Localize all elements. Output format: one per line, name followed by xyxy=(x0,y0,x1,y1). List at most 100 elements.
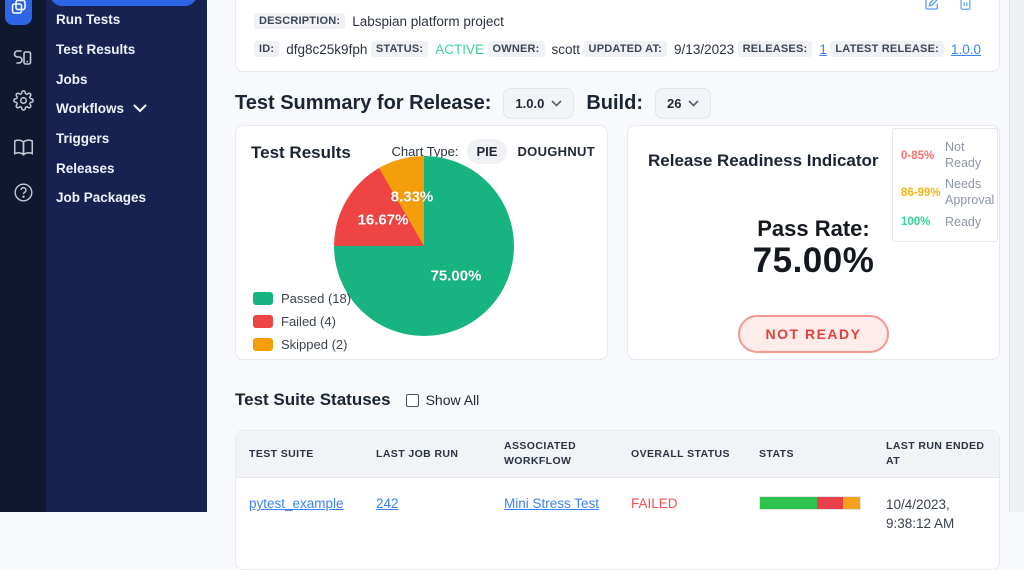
chevron-down-icon xyxy=(551,100,562,107)
stats-skipped-segment xyxy=(843,497,860,510)
sidebar-item-jobs[interactable]: Jobs xyxy=(46,64,207,94)
sidebar-item-workflows[interactable]: Workflows xyxy=(46,94,207,124)
rail-active-button[interactable] xyxy=(5,0,32,25)
legend-label: Failed (4) xyxy=(281,314,336,329)
help-icon[interactable] xyxy=(0,182,46,203)
legend-item-passed[interactable]: Passed (18) xyxy=(253,291,351,306)
chart-type-doughnut-button[interactable]: DOUGHNUT xyxy=(517,144,595,159)
stats-bar xyxy=(759,496,861,511)
updated-label: UPDATED AT: xyxy=(583,41,668,57)
sidebar-item-label: Job Packages xyxy=(56,190,147,206)
pie-label-failed: 16.67% xyxy=(357,211,409,229)
test-results-card: Test Results Chart Type: PIE DOUGHNUT 75… xyxy=(235,125,608,360)
devices-icon[interactable] xyxy=(0,48,46,68)
overall-status: FAILED xyxy=(631,496,678,512)
sidebar-item-job-packages[interactable]: Job Packages xyxy=(46,183,207,213)
project-info-title: PROJECT INFO xyxy=(254,0,981,3)
release-select-value: 1.0.0 xyxy=(515,96,545,111)
scrollbar[interactable] xyxy=(1009,0,1024,512)
latest-release-link[interactable]: 1.0.0 xyxy=(951,41,982,57)
status-label: STATUS: xyxy=(370,41,429,57)
build-select[interactable]: 26 xyxy=(654,88,712,119)
pie-label-skipped: 8.33% xyxy=(390,188,434,206)
description-label: DESCRIPTION: xyxy=(254,13,346,29)
range-value: 100% xyxy=(901,216,931,229)
legend-item-skipped[interactable]: Skipped (2) xyxy=(253,337,351,352)
show-all-label: Show All xyxy=(425,392,480,408)
workflow-link[interactable]: Mini Stress Test xyxy=(504,496,600,512)
range-label: Not Ready xyxy=(945,140,982,170)
releases-link[interactable]: 1 xyxy=(819,41,827,57)
legend-label: Passed (18) xyxy=(281,291,352,306)
pie-label-passed: 75.00% xyxy=(430,267,482,285)
readiness-legend: 0-85% Not Ready 86-99% Needs Approval 100%… xyxy=(892,128,998,243)
main-content: PROJECT INFO DESCRIPTION: Labspian platf… xyxy=(207,0,1024,570)
releases-label: RELEASES: xyxy=(737,41,813,57)
icon-rail xyxy=(0,0,46,512)
legend-item-failed[interactable]: Failed (4) xyxy=(253,314,351,329)
col-overall-status: OVERALL STATUS xyxy=(631,447,730,460)
pie-legend: Passed (18) Failed (4) Skipped (2) xyxy=(253,291,351,360)
col-last-run-ended-at: LAST RUN ENDED AT xyxy=(886,440,985,468)
table-header-row: TEST SUITE LAST JOB RUN ASSOCIATED WORKF… xyxy=(236,431,999,479)
sidebar-item-label: Triggers xyxy=(56,131,110,147)
range-value: 0-85% xyxy=(901,149,935,162)
release-readiness-card: Release Readiness Indicator 0-85% Not Rea… xyxy=(627,125,1000,360)
chart-type-label: Chart Type: xyxy=(391,144,459,159)
build-label: Build: xyxy=(586,92,643,114)
sidebar-item-label: Test Results xyxy=(56,42,136,58)
sidebar-item-releases[interactable]: Releases xyxy=(46,153,207,183)
suite-link[interactable]: pytest_example xyxy=(249,496,344,512)
sidebar-item-run-tests[interactable]: Run Tests xyxy=(46,5,207,35)
col-stats: STATS xyxy=(759,447,794,460)
suites-heading: Test Suite Statuses xyxy=(235,390,391,409)
pass-rate-value: 75.00% xyxy=(752,241,875,280)
sidebar-item-label: Jobs xyxy=(56,71,88,87)
latest-release-label: LATEST RELEASE: xyxy=(830,41,944,57)
pie-chart[interactable] xyxy=(334,156,514,336)
book-icon[interactable] xyxy=(0,137,46,158)
build-select-value: 26 xyxy=(666,96,682,111)
range-label: Ready xyxy=(945,214,982,229)
last-run-ended: 10/4/2023, 9:38:12 AM xyxy=(886,497,955,531)
updated-value: 9/13/2023 xyxy=(674,41,735,57)
description-value: Labspian platform project xyxy=(352,13,504,29)
summary-heading: Test Summary for Release: xyxy=(235,92,492,114)
sidebar-active-item[interactable] xyxy=(50,0,197,6)
copy-icon xyxy=(11,0,27,20)
sidebar-item-label: Releases xyxy=(56,160,115,176)
sidebar-item-triggers[interactable]: Triggers xyxy=(46,124,207,154)
owner-label: OWNER: xyxy=(487,41,545,57)
chart-type-pie-button[interactable]: PIE xyxy=(466,139,508,164)
stats-passed-segment xyxy=(760,497,817,510)
failed-swatch xyxy=(253,315,273,328)
skipped-swatch xyxy=(253,338,273,351)
id-value: dfg8c25k9fph xyxy=(286,41,368,57)
range-label: Needs Approval xyxy=(945,177,995,207)
passed-swatch xyxy=(253,292,273,305)
chevron-down-icon xyxy=(688,100,700,107)
legend-label: Skipped (2) xyxy=(281,337,348,352)
sidebar-item-test-results[interactable]: Test Results xyxy=(46,35,207,65)
sidebar: Run Tests Test Results Jobs Workflows Tr… xyxy=(46,0,207,512)
test-suites-table: TEST SUITE LAST JOB RUN ASSOCIATED WORKF… xyxy=(235,430,1000,570)
release-select[interactable]: 1.0.0 xyxy=(503,88,575,119)
gear-icon[interactable] xyxy=(0,90,46,111)
col-last-job-run: LAST JOB RUN xyxy=(376,447,459,460)
range-value: 86-99% xyxy=(901,186,941,199)
job-run-link[interactable]: 242 xyxy=(376,496,399,512)
show-all-checkbox[interactable] xyxy=(405,393,419,407)
id-label: ID: xyxy=(254,41,280,57)
stats-failed-segment xyxy=(817,497,843,510)
project-info-card: PROJECT INFO DESCRIPTION: Labspian platf… xyxy=(235,0,1000,72)
col-test-suite: TEST SUITE xyxy=(249,447,314,460)
sidebar-item-label: Run Tests xyxy=(56,12,121,28)
col-associated-workflow: ASSOCIATED WORKFLOW xyxy=(504,440,577,468)
pass-rate-label: Pass Rate: xyxy=(757,216,870,241)
trash-icon[interactable] xyxy=(958,0,973,16)
owner-value: scott xyxy=(551,41,581,57)
not-ready-button[interactable]: NOT READY xyxy=(737,315,890,353)
status-badge: ACTIVE xyxy=(435,41,485,57)
edit-icon[interactable] xyxy=(924,0,940,16)
test-results-title: Test Results xyxy=(251,143,351,162)
